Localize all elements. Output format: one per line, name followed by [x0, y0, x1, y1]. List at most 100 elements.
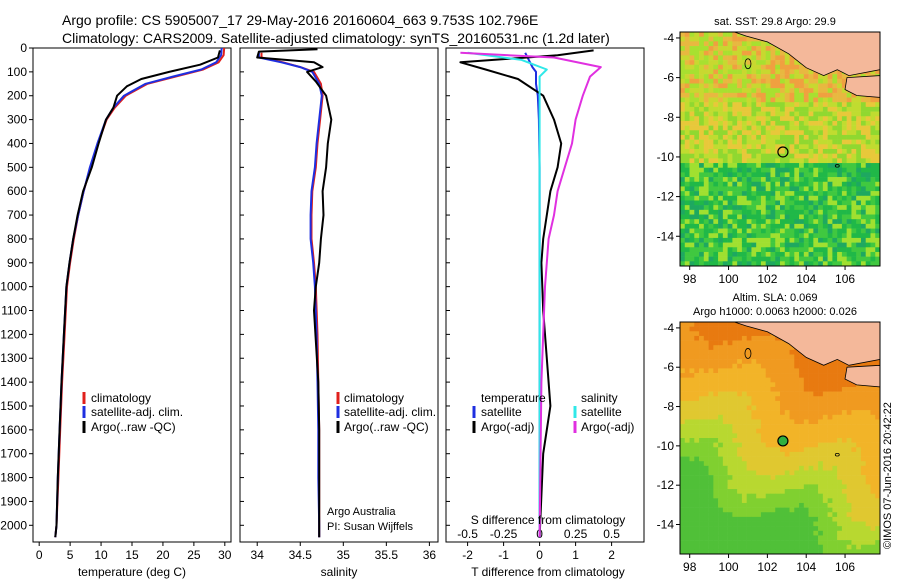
map-cell	[860, 433, 867, 439]
map-cell	[846, 428, 852, 434]
map-cell	[875, 69, 881, 75]
depth-tick-label: 400	[7, 136, 27, 150]
map-cell	[780, 214, 786, 220]
depth-tick-label: 1800	[0, 471, 27, 485]
map-cell	[694, 400, 700, 406]
map-cell	[827, 214, 833, 220]
map-cell	[870, 195, 876, 201]
map-cell	[765, 331, 771, 337]
map-cell	[680, 345, 686, 351]
map-cell	[846, 223, 852, 229]
map-cell	[803, 410, 809, 416]
map-cell	[780, 405, 786, 411]
map-cell	[737, 242, 743, 248]
map-cell	[699, 83, 705, 89]
map-cell	[732, 130, 738, 136]
map-cell	[732, 32, 738, 37]
map-cell	[841, 502, 847, 508]
map-cell	[737, 465, 743, 471]
map-cell	[713, 465, 719, 471]
map-cell	[827, 102, 833, 108]
map-cell	[760, 242, 767, 248]
map-cell	[813, 172, 819, 178]
map-cell	[780, 516, 786, 522]
map-cell	[703, 163, 709, 169]
map-cell	[794, 261, 800, 267]
map-cell	[684, 349, 690, 355]
map-cell	[780, 363, 786, 369]
map-cell	[713, 540, 719, 546]
map-cell	[751, 456, 757, 462]
map-cell	[765, 60, 771, 66]
map-cell	[870, 247, 876, 253]
map-cell	[832, 125, 838, 131]
map-cell	[694, 195, 700, 201]
map-cell	[860, 414, 867, 420]
map-cell	[813, 261, 819, 267]
map-cell	[846, 228, 852, 234]
map-cell	[722, 526, 728, 532]
map-cell	[699, 88, 705, 94]
map-cell	[865, 134, 871, 140]
map-cell	[737, 461, 743, 467]
map-cell	[803, 442, 809, 448]
map-cell	[813, 223, 819, 229]
map-cell	[694, 205, 700, 211]
map-cell	[856, 158, 862, 164]
map-cell	[708, 424, 714, 430]
map-cell	[818, 106, 824, 112]
map-cell	[713, 158, 719, 164]
map-cell	[727, 419, 733, 425]
map-cell	[708, 386, 714, 392]
map-cell	[680, 382, 686, 388]
map-cell	[870, 191, 876, 197]
map-cell	[756, 102, 762, 108]
map-cell	[760, 237, 767, 243]
map-cell	[765, 106, 771, 112]
map-cell	[732, 507, 738, 513]
map-cell	[818, 377, 824, 383]
map-cell	[680, 521, 686, 527]
map-cell	[689, 92, 695, 98]
map-cell	[746, 414, 752, 420]
map-cell	[727, 83, 733, 89]
map-cell	[851, 521, 857, 527]
map-cell	[794, 377, 800, 383]
map-cell	[780, 359, 786, 365]
map-cell	[746, 419, 752, 425]
map-cell	[846, 130, 852, 136]
map-cell	[689, 111, 695, 117]
map-cell	[737, 373, 743, 378]
map-cell	[822, 191, 828, 197]
map-cell	[713, 247, 719, 253]
map-cell	[741, 106, 747, 112]
map-cell	[875, 106, 881, 112]
map-cell	[803, 153, 809, 159]
map-cell	[741, 424, 747, 430]
map-cell	[751, 233, 757, 239]
lon-tick-label: 102	[757, 560, 777, 574]
map-cell	[860, 396, 867, 402]
map-cell	[808, 163, 814, 169]
map-cell	[799, 209, 805, 215]
map-cell	[846, 92, 852, 98]
map-cell	[808, 247, 814, 253]
map-cell	[784, 405, 790, 411]
map-cell	[737, 139, 743, 145]
map-cell	[860, 475, 867, 481]
map-cell	[694, 340, 700, 346]
map-cell	[699, 69, 705, 75]
map-cell	[765, 233, 771, 239]
map-cell	[684, 391, 690, 397]
map-cell	[846, 195, 852, 201]
lat-tick-label: -6	[663, 360, 674, 374]
map-cell	[737, 530, 743, 536]
map-cell	[746, 368, 752, 374]
map-cell	[808, 195, 814, 201]
map-cell	[689, 214, 695, 220]
map-cell	[760, 256, 767, 262]
map-cell	[732, 433, 738, 439]
map-cell	[727, 106, 733, 112]
map-cell	[760, 498, 767, 504]
map-cell	[680, 130, 686, 136]
